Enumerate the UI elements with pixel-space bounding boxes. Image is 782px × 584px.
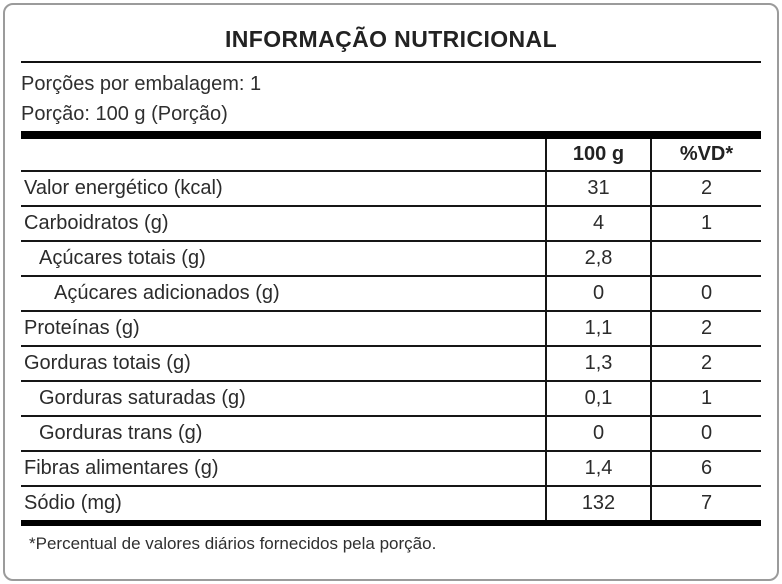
- vd-value: 2: [650, 311, 761, 346]
- table-row: Açúcares totais (g) 2,8: [21, 241, 761, 276]
- vd-value: 0: [650, 416, 761, 451]
- amount-value: 1,3: [545, 346, 651, 381]
- header-spacer-cell: [21, 135, 546, 171]
- column-header-vd: %VD*: [650, 135, 761, 171]
- vd-value: 1: [650, 381, 761, 416]
- nutrient-name: Proteínas (g): [24, 317, 140, 339]
- vd-value: 1: [650, 206, 761, 241]
- amount-value: 0: [545, 416, 651, 451]
- vd-value: 0: [650, 276, 761, 311]
- amount-value: 4: [545, 206, 651, 241]
- page-title: INFORMAÇÃO NUTRICIONAL: [224, 26, 558, 52]
- servings-per-package-line: Porções por embalagem: 1: [21, 73, 262, 95]
- column-header-amount: 100 g: [545, 135, 651, 171]
- amount-value: 0,1: [545, 381, 651, 416]
- nutrient-name: Carboidratos (g): [24, 212, 169, 234]
- amount-value: 1,4: [545, 451, 651, 486]
- nutrient-name: Fibras alimentares (g): [24, 457, 219, 479]
- vd-value: 7: [650, 486, 761, 523]
- table-row: Gorduras totais (g) 1,3 2: [21, 346, 761, 381]
- nutrition-label-card: INFORMAÇÃO NUTRICIONAL Porções por embal…: [3, 3, 779, 581]
- nutrient-name: Gorduras trans (g): [39, 422, 203, 444]
- table-header-row: 100 g %VD*: [21, 135, 761, 171]
- amount-value: 2,8: [545, 241, 651, 276]
- nutrient-name: Gorduras saturadas (g): [39, 387, 246, 409]
- table-row: Gorduras trans (g) 0 0: [21, 416, 761, 451]
- nutrient-name: Açúcares totais (g): [39, 247, 206, 269]
- vd-value: [650, 241, 761, 276]
- amount-value: 31: [545, 171, 651, 206]
- nutrient-name: Sódio (mg): [24, 492, 122, 514]
- table-row: Valor energético (kcal) 31 2: [21, 171, 761, 206]
- table-row: Sódio (mg) 132 7: [21, 486, 761, 523]
- table-row: Açúcares adicionados (g) 0 0: [21, 276, 761, 311]
- nutrient-name: Açúcares adicionados (g): [54, 282, 280, 304]
- daily-value-footnote: *Percentual de valores diários fornecido…: [29, 534, 437, 553]
- table-row: Gorduras saturadas (g) 0,1 1: [21, 381, 761, 416]
- nutrition-table: 100 g %VD* Valor energético (kcal) 31 2 …: [21, 131, 761, 526]
- portion-line: Porção: 100 g (Porção): [21, 103, 228, 125]
- amount-value: 1,1: [545, 311, 651, 346]
- nutrient-name: Gorduras totais (g): [24, 352, 191, 374]
- amount-value: 0: [545, 276, 651, 311]
- table-row: Fibras alimentares (g) 1,4 6: [21, 451, 761, 486]
- amount-value: 132: [545, 486, 651, 523]
- table-row: Carboidratos (g) 4 1: [21, 206, 761, 241]
- vd-value: 2: [650, 346, 761, 381]
- table-row: Proteínas (g) 1,1 2: [21, 311, 761, 346]
- vd-value: 6: [650, 451, 761, 486]
- title-divider: [21, 61, 761, 63]
- nutrient-name: Valor energético (kcal): [24, 177, 223, 199]
- vd-value: 2: [650, 171, 761, 206]
